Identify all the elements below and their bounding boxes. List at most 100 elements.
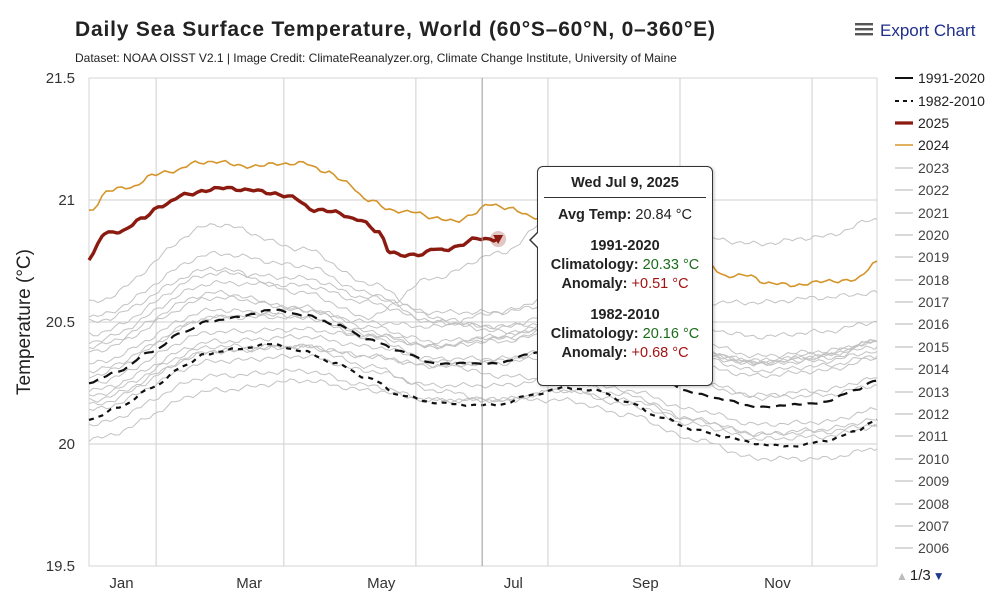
tooltip-clim2-climatology-label: Climatology: (550, 326, 639, 342)
legend-item-1982-2010[interactable]: 1982-2010 (895, 89, 1000, 111)
legend-item-2008[interactable]: 2008 (895, 492, 1000, 514)
pager-down-icon[interactable]: ▼ (932, 568, 945, 583)
series-line-2010 (88, 314, 878, 438)
legend-swatch (895, 458, 913, 460)
series-line-2023 (88, 207, 878, 324)
legend-item-2024[interactable]: 2024 (895, 134, 1000, 156)
x-tick-label: May (367, 575, 396, 592)
x-tick-label: Jan (109, 575, 133, 592)
chart-tooltip: Wed Jul 9, 2025 Avg Temp: 20.84 °C 1991-… (529, 166, 713, 386)
legend-item-2018[interactable]: 2018 (895, 269, 1000, 291)
legend-swatch (895, 301, 913, 303)
legend-item-2016[interactable]: 2016 (895, 313, 1000, 335)
legend-item-2017[interactable]: 2017 (895, 291, 1000, 313)
legend-item-2019[interactable]: 2019 (895, 246, 1000, 268)
legend-swatch (895, 256, 913, 258)
legend-item-2022[interactable]: 2022 (895, 179, 1000, 201)
series-line-2013 (88, 333, 878, 398)
legend-swatch (895, 167, 913, 169)
legend-label: 2025 (918, 114, 950, 131)
legend-label: 2017 (918, 294, 950, 311)
y-tick-label: 19.5 (46, 558, 75, 575)
legend-label: 2009 (918, 473, 950, 490)
x-tick-label: Jul (504, 575, 523, 592)
legend-label: 2020 (918, 226, 950, 243)
legend-item-2014[interactable]: 2014 (895, 358, 1000, 380)
series-line-2006 (88, 378, 878, 442)
legend-swatch (895, 346, 913, 348)
legend-label: 2016 (918, 316, 950, 333)
legend-label: 2008 (918, 495, 950, 512)
tooltip-avg-value: 20.84 °C (635, 207, 692, 223)
legend-swatch (895, 211, 913, 214)
legend-swatch (895, 525, 913, 527)
series-line-1991-2020 (88, 308, 878, 409)
legend-item-2011[interactable]: 2011 (895, 425, 1000, 447)
y-tick-label: 20.5 (46, 314, 75, 331)
legend-item-2023[interactable]: 2023 (895, 157, 1000, 179)
hover-marker (493, 235, 504, 245)
legend-item-1991-2020[interactable]: 1991-2020 (895, 67, 1000, 89)
legend-swatch (895, 480, 913, 482)
pager-up-icon[interactable]: ▲ (896, 568, 908, 583)
series-line-2015 (88, 287, 878, 374)
legend-label: 2012 (918, 406, 950, 423)
legend-item-2025[interactable]: 2025 (895, 112, 1000, 134)
legend-label: 1982-2010 (918, 92, 985, 109)
x-tick-label: Nov (764, 575, 791, 592)
legend-swatch (895, 144, 913, 147)
legend-item-2007[interactable]: 2007 (895, 515, 1000, 537)
legend-label: 2007 (918, 518, 950, 534)
legend-label: 2011 (918, 428, 949, 445)
series-line-2025 (87, 185, 499, 262)
legend-item-2012[interactable]: 2012 (895, 403, 1000, 425)
legend-label: 1991-2020 (918, 70, 985, 87)
legend-swatch (895, 368, 913, 370)
chart-title: Daily Sea Surface Temperature, World (60… (75, 18, 716, 41)
legend-item-2009[interactable]: 2009 (895, 470, 1000, 492)
y-tick-label: 21 (58, 192, 75, 209)
tooltip-clim2-climatology-value: 20.16 °C (642, 326, 700, 342)
export-chart-button[interactable]: Export Chart (855, 21, 975, 41)
legend-label: 2013 (918, 383, 950, 400)
legend-swatch (895, 189, 913, 191)
series-line-2014 (88, 326, 878, 384)
tooltip-clim2-anomaly-label: Anomaly: (561, 345, 628, 361)
y-tick-label: 21.5 (46, 70, 75, 87)
x-tick-label: Sep (632, 575, 659, 592)
legend-label: 2022 (918, 182, 950, 199)
legend-item-2006[interactable]: 2006 (895, 537, 1000, 559)
legend-label: 2023 (918, 159, 950, 176)
legend-item-2021[interactable]: 2021 (895, 201, 1000, 223)
legend-swatch (895, 503, 913, 505)
tooltip-clim1-climatology-label: Climatology: (550, 257, 639, 273)
series-line-2017 (88, 279, 878, 367)
series-line-2007 (88, 343, 878, 462)
legend-label: 2015 (918, 338, 950, 355)
series-line-1982-2010 (88, 342, 878, 448)
legend-label: 2019 (918, 249, 950, 266)
legend-swatch (895, 547, 913, 549)
y-tick-label: 20 (58, 436, 75, 453)
tooltip-clim2-anomaly-value: +0.68 °C (631, 345, 689, 361)
tooltip-avg-label: Avg Temp: (558, 207, 632, 223)
legend-item-2015[interactable]: 2015 (895, 336, 1000, 358)
legend-swatch (895, 99, 913, 102)
series-line-2019 (88, 270, 878, 340)
series-line-2011 (88, 353, 878, 427)
legend-label: 2018 (918, 271, 950, 288)
legend-swatch (895, 234, 913, 236)
legend-pager: ▲ 1/3 ▼ (896, 567, 945, 584)
legend-item-2020[interactable]: 2020 (895, 224, 1000, 246)
chart-subtitle: Dataset: NOAA OISST V2.1 | Image Credit:… (75, 51, 677, 65)
legend: 1991-2020 1982-2010 2025 2024 2023 2022 2021 20… (895, 67, 1000, 560)
series-line-2024 (88, 159, 878, 288)
tooltip-clim1-anomaly-label: Anomaly: (561, 276, 628, 292)
pager-label: 1/3 (909, 567, 931, 584)
series-line-2016 (89, 223, 878, 364)
legend-item-2010[interactable]: 2010 (895, 448, 1000, 470)
legend-label: 2006 (918, 540, 950, 557)
legend-item-2013[interactable]: 2013 (895, 380, 1000, 402)
tooltip-clim1-anomaly-value: +0.51 °C (631, 276, 689, 292)
